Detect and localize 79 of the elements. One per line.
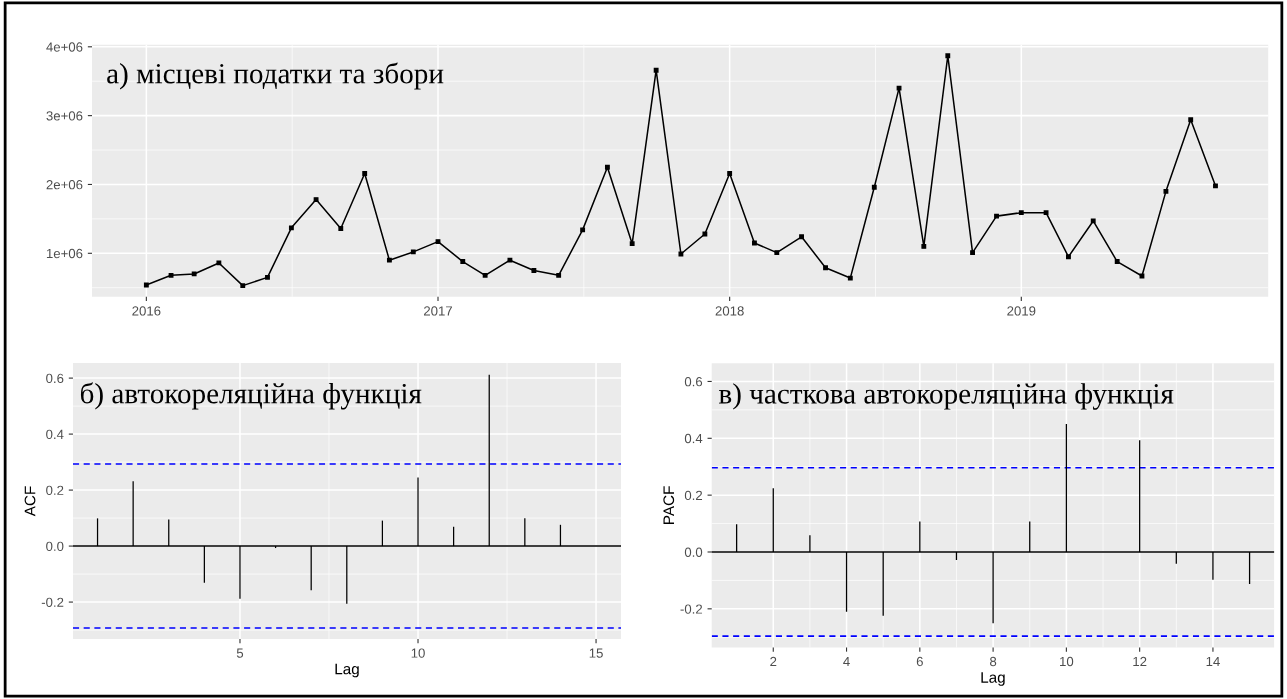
point <box>1114 259 1120 264</box>
point <box>921 243 927 249</box>
text: б) автокореляційна функція <box>80 382 422 410</box>
point <box>386 257 392 263</box>
point <box>1043 210 1049 216</box>
y-tick-label: 0.0 <box>46 541 64 551</box>
x-tick-label: 5 <box>236 648 244 658</box>
y-tick-label: 0.0 <box>684 547 703 557</box>
point <box>970 250 975 256</box>
point <box>168 272 174 278</box>
point <box>751 240 757 246</box>
point <box>240 283 246 289</box>
point <box>1018 210 1024 216</box>
point <box>653 67 659 73</box>
point <box>799 234 805 240</box>
y-tick-label: 4e+06 <box>46 42 83 52</box>
y-tick-label: -0.2 <box>680 604 703 614</box>
x-tick-label: 6 <box>916 656 923 667</box>
x-tick-label: 2018 <box>715 306 744 316</box>
x-tick-label: 15 <box>589 648 603 658</box>
point <box>896 85 902 91</box>
point <box>727 171 733 176</box>
x-tick-label: 2017 <box>423 306 453 316</box>
point <box>774 250 780 256</box>
text: в) часткова автокореляційна функція <box>718 383 1174 410</box>
y-axis-title: PACF <box>663 486 675 524</box>
x-tick-label: 8 <box>990 656 997 667</box>
point <box>604 164 610 170</box>
y-axis-title: ACF <box>24 486 36 517</box>
point <box>823 265 828 271</box>
point <box>1213 183 1218 189</box>
point <box>288 225 294 231</box>
y-tick-label: 3e+06 <box>46 111 83 121</box>
point <box>410 249 416 255</box>
y-tick-label: 0.4 <box>46 429 64 440</box>
x-tick-label: 2019 <box>1007 306 1036 316</box>
point <box>871 184 877 190</box>
x-axis-title: Lag <box>981 672 1005 686</box>
point <box>1188 117 1194 123</box>
point <box>482 272 488 278</box>
point <box>702 231 708 237</box>
point <box>362 171 368 176</box>
point <box>507 257 513 263</box>
y-tick-label: 1e+06 <box>46 248 83 259</box>
x-tick-label: 2016 <box>132 306 161 316</box>
x-tick-label: 12 <box>1133 656 1147 667</box>
x-tick-label: 2 <box>770 656 777 667</box>
point <box>847 275 853 281</box>
point <box>945 53 951 59</box>
y-tick-label: 2e+06 <box>46 180 83 190</box>
y-tick-label: 0.6 <box>46 373 64 384</box>
y-tick-label: 0.2 <box>684 490 703 501</box>
point <box>265 274 270 280</box>
point <box>1066 254 1071 260</box>
point <box>313 197 319 203</box>
point <box>531 268 537 273</box>
point <box>143 282 149 288</box>
point <box>629 241 635 247</box>
point <box>678 251 684 257</box>
point <box>338 226 344 231</box>
y-tick-label: 0.6 <box>684 377 703 387</box>
x-tick-label: 14 <box>1206 657 1220 667</box>
point <box>460 259 466 264</box>
x-tick-label: 4 <box>843 657 850 667</box>
y-tick-label: 0.4 <box>684 433 703 444</box>
x-tick-label: 10 <box>1060 656 1074 667</box>
point <box>1163 188 1169 194</box>
y-tick-label: -0.2 <box>41 597 64 607</box>
text: а) місцеві податки та збори <box>107 62 444 90</box>
x-axis-title: Lag <box>335 663 359 678</box>
x-tick-label: 10 <box>411 648 425 658</box>
point <box>556 272 562 278</box>
point <box>435 239 441 245</box>
point <box>580 227 586 233</box>
y-tick-label: 0.2 <box>46 485 64 495</box>
point <box>1090 218 1096 224</box>
point <box>191 271 197 277</box>
point <box>216 260 222 266</box>
point <box>994 213 999 219</box>
